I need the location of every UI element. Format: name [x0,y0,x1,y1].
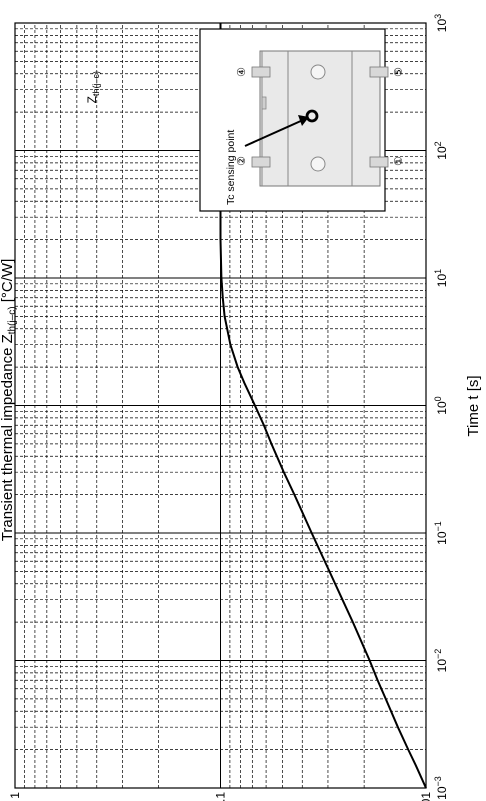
sensing-arrow-line [244,119,304,147]
x-tick-label: 100 [433,396,449,414]
sensing-point-marker [305,109,319,123]
y-axis-title-group: Transient thermal impedance Zth(j–c) [°C… [0,259,18,542]
pin-label-4: ④ [235,67,248,77]
pin-label-5: ⑤ [392,67,405,77]
x-tick-label: 10−2 [433,649,449,673]
x-tick-label: 10−3 [433,776,449,800]
package-body [251,50,389,187]
x-tick-label: 103 [433,14,449,32]
x-tick-labels: 10−3 10−2 10−1 100 101 102 103 [433,14,449,800]
terminal-pins [251,66,389,168]
pin-label-2: ② [235,156,248,166]
pin-label-1: ① [392,156,405,166]
y-tick-label: 1 [8,792,22,799]
y-tick-label: 0.01 [419,792,433,801]
y-axis-title-main: Transient thermal impedance Z [0,334,16,541]
series-label: Zth(j–c) [85,71,101,103]
rotated-chart-layer: 10−3 10−2 10−1 100 101 102 103 0.01 0.1 1 Zth(j–… [8,14,482,801]
y-axis-title-sub: th(j–c) [7,306,18,334]
y-axis-title-unit: [°C/W] [0,259,16,307]
x-tick-label: 102 [433,141,449,159]
package-inset: Tc sensing point ① ② ④ ⑤ [199,28,405,212]
zth-curve-line [219,23,427,789]
x-tick-label: 10−1 [433,521,449,545]
y-tick-labels: 0.01 0.1 1 [8,792,433,801]
sensing-arrow-head [298,115,309,126]
x-tick-label: 101 [433,269,449,287]
x-axis-title: Time t [s] [465,375,482,436]
y-tick-label: 0.1 [214,792,228,801]
svg-text:Transient thermal impedance Z: Transient thermal impedance Zth(j–c) [°C… [0,259,18,542]
sensing-point-label: Tc sensing point [225,130,237,205]
